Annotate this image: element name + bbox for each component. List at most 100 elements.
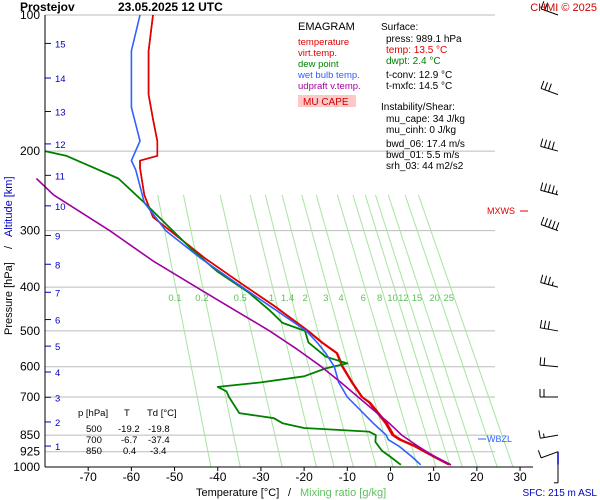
wind-barb-shaft <box>540 224 559 232</box>
wind-barb-shaft <box>540 87 559 96</box>
wind-barb-flag <box>548 83 552 92</box>
table-header-t: T <box>124 408 130 419</box>
wind-barb-flag <box>538 430 541 439</box>
mu-cape-swatch <box>298 95 356 107</box>
sounding-datetime: 23.05.2025 12 UTC <box>118 0 223 14</box>
y-tick-label: 925 <box>20 445 40 459</box>
wind-barb-flag <box>537 450 542 459</box>
legend-dew-point: dew point <box>298 59 339 70</box>
x-tick-label: -50 <box>166 470 184 484</box>
mixing-ratio-label: 3 <box>323 293 328 304</box>
table-cell: -19.2 <box>118 424 140 435</box>
table-header-td: Td [°C] <box>147 408 177 419</box>
t-mxfc: t-mxfc: 14.5 °C <box>386 81 452 92</box>
altitude-label: 13 <box>55 107 66 118</box>
altitude-label: 3 <box>55 393 60 404</box>
legend-wet-bulb: wet bulb temp. <box>297 70 360 81</box>
mixing-ratio-label: 1.4 <box>281 293 294 304</box>
table-cell: 850 <box>86 446 102 457</box>
mixing-ratio-label: 2 <box>302 293 307 304</box>
virtual-temperature-profile <box>139 14 452 466</box>
wind-barb-flag <box>544 218 549 227</box>
srh-03: srh_03: 44 m2/s2 <box>386 161 464 172</box>
mixing-ratio-label: 25 <box>443 293 454 304</box>
mixing-ratio-label: 20 <box>429 293 440 304</box>
mixing-ratio-label: 8 <box>377 293 382 304</box>
mixing-ratio-label: 15 <box>412 293 423 304</box>
altitude-label: 5 <box>55 342 60 353</box>
xlabel-separator: / <box>288 487 292 499</box>
table-cell: 500 <box>86 424 102 435</box>
altitude-label: 12 <box>55 140 66 151</box>
wind-barb-flag <box>544 82 549 90</box>
y-tick-label: 600 <box>20 360 40 374</box>
wind-barb-flag <box>543 320 547 329</box>
wet-bulb-profile <box>130 14 422 466</box>
level-table: p [hPa] T Td [°C] 500 -19.2 -19.8 700 -6… <box>78 408 177 457</box>
altitude-label: 11 <box>55 171 65 182</box>
wind-barb-shaft <box>540 434 559 439</box>
wind-barb-half-flag <box>543 433 545 438</box>
table-cell: 0.4 <box>123 446 136 457</box>
mixing-ratio-label: 0.1 <box>168 293 181 304</box>
wind-barb-flag <box>540 182 544 191</box>
x-tick-label: 20 <box>470 470 484 484</box>
bwd-06: bwd_06: 17.4 m/s <box>386 139 465 150</box>
x-tick-label: 10 <box>427 470 441 484</box>
x-tick-label: 30 <box>513 470 527 484</box>
mixing-ratio-label: 6 <box>361 293 366 304</box>
legend-virt-temp: virt.temp. <box>298 48 337 59</box>
x-tick-label: -20 <box>295 470 313 484</box>
legend-box: EMAGRAM temperature virt.temp. dew point… <box>297 21 361 108</box>
mixing-ratio-label: 12 <box>398 293 409 304</box>
legend-temperature: temperature <box>298 37 349 48</box>
wind-barb-flag <box>551 220 556 229</box>
y-tick-label: 200 <box>20 144 40 158</box>
mixing-ratio-line <box>364 194 451 468</box>
info-panel: Surface: press: 989.1 hPa temp: 13.5 °C … <box>381 22 465 172</box>
altitude-label: 15 <box>55 39 66 50</box>
table-cell: -19.8 <box>148 424 170 435</box>
table-cell: -37.4 <box>148 435 170 446</box>
y-tick-label: 1000 <box>13 460 40 474</box>
wind-barb-flag <box>547 140 551 149</box>
copyright: CHMI © 2025 <box>530 2 597 14</box>
legend-title: EMAGRAM <box>298 21 355 33</box>
mixing-ratio-line <box>249 194 317 468</box>
station-name: Prostejov <box>20 0 75 14</box>
surface-title: Surface: <box>381 22 418 33</box>
surface-temp: temp: 13.5 °C <box>386 45 447 56</box>
wind-barb-half-flag <box>555 190 558 195</box>
wind-barb-shaft <box>540 281 559 288</box>
wind-barb-flag <box>540 138 544 147</box>
x-tick-label: -30 <box>252 470 270 484</box>
wind-barb-flag <box>543 139 548 148</box>
wind-barb-shaft <box>540 145 559 152</box>
surface-press: press: 989.1 hPa <box>386 34 462 45</box>
mixing-ratio-line <box>336 194 419 468</box>
wbzl-label: WBZL <box>487 434 512 444</box>
wind-barb-flag <box>543 357 546 366</box>
y-tick-label: 850 <box>20 428 40 442</box>
altitude-label: 10 <box>55 202 66 213</box>
y-tick-label: 700 <box>20 390 40 404</box>
wind-barb-flag <box>547 276 551 285</box>
mu-cinh-value: mu_cinh: 0 J/kg <box>386 125 456 136</box>
xlabel-mixing-ratio: Mixing ratio [g/kg] <box>300 487 386 499</box>
instability-title: Instability/Shear: <box>381 102 455 113</box>
y-tick-label: 300 <box>20 224 40 238</box>
legend-updraft-vtemp: udpraft v.temp. <box>298 81 361 92</box>
wind-barb-flag <box>540 274 544 283</box>
table-cell: 700 <box>86 435 102 446</box>
mixing-ratio-line <box>404 194 498 468</box>
wind-barb-shaft <box>540 189 559 196</box>
wind-barb-flag <box>540 80 545 89</box>
mixing-ratio-line <box>281 194 354 468</box>
mixing-ratio-label: 0.5 <box>234 293 247 304</box>
wind-barb-flag <box>548 219 552 228</box>
mu-cape-label: MU CAPE <box>303 97 349 108</box>
table-cell: -6.7 <box>121 435 137 446</box>
mixing-ratio-line <box>264 194 335 468</box>
